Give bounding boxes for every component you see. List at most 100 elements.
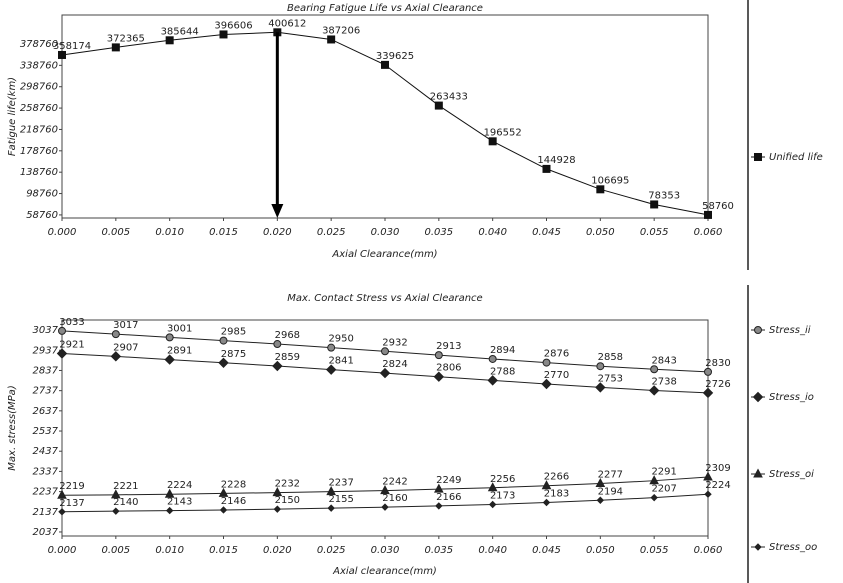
y-tick-label: 2637 [33,406,59,417]
data-label: 196552 [484,127,522,138]
data-label: 2968 [275,330,300,341]
data-point [326,486,337,496]
data-point [57,489,67,499]
y-tick-label: 3037 [33,325,59,336]
data-label: 2160 [382,493,407,504]
data-point [595,477,606,488]
data-point [273,340,282,349]
data-label: 106695 [591,175,629,186]
legend-marker [752,391,764,403]
x-tick-label: 0.050 [586,545,615,556]
data-label: 2753 [598,373,623,384]
data-label: 2143 [167,497,192,508]
x-tick-label: 0.000 [48,227,77,238]
data-point [381,60,389,69]
data-label: 339625 [376,51,414,62]
x-tick-label: 0.020 [263,545,292,556]
x-tick-label: 0.055 [640,227,669,238]
legend-marker [753,468,763,478]
data-point [702,387,714,399]
data-point [111,330,120,339]
x-tick-label: 0.045 [532,545,561,556]
data-point [58,50,66,59]
legend-label: Stress_io [769,392,814,403]
data-point [110,489,121,499]
x-tick-label: 0.025 [317,545,346,556]
data-label: 396606 [214,20,252,31]
data-point [58,326,66,335]
data-point [381,503,389,511]
data-label: 3033 [59,317,84,328]
legend-marker [754,543,762,551]
data-point [111,43,120,52]
data-point [487,482,498,492]
data-point [648,385,660,396]
data-point [272,487,283,497]
data-label: 2266 [544,472,569,483]
y-tick-label: 298760 [20,82,58,93]
data-point [56,348,68,359]
legend-label: Stress_oi [769,469,814,480]
data-label: 2150 [275,495,300,506]
data-point [325,364,337,375]
data-label: 2788 [490,366,515,377]
x-tick-label: 0.015 [209,545,238,556]
data-label: 372365 [107,33,145,44]
y-tick-label: 58760 [26,210,58,221]
x-tick-label: 0.060 [694,227,723,238]
data-point [327,343,336,352]
data-label: 2221 [113,481,138,492]
x-tick-label: 0.020 [263,227,292,238]
data-label: 387206 [322,25,360,36]
x-tick-label: 0.045 [532,227,561,238]
data-label: 2242 [382,477,407,488]
y-tick-label: 178760 [20,146,58,157]
data-label: 2277 [598,470,623,481]
data-label: 2950 [328,334,353,345]
y-tick-label: 2537 [33,426,59,437]
x-tick-label: 0.050 [586,227,615,238]
data-point [327,35,336,44]
data-label: 3017 [113,320,138,331]
data-label: 2824 [382,359,407,370]
data-label: 2726 [705,379,730,390]
data-point [704,490,712,498]
data-point [704,367,712,376]
data-label: 2166 [436,492,461,503]
data-point [542,498,551,507]
data-label: 2876 [544,349,569,360]
data-label: 2137 [59,498,84,509]
x-tick-label: 0.025 [317,227,346,238]
data-label: 2859 [275,352,300,363]
x-tick-label: 0.005 [102,545,131,556]
data-label: 2875 [221,349,246,360]
data-label: 2173 [490,491,515,502]
data-point [327,504,335,512]
data-label: 144928 [537,155,575,166]
data-label: 3001 [167,323,192,334]
y-axis-label: Fatigue life(km) [7,77,18,156]
x-tick-label: 0.015 [209,227,238,238]
y-tick-label: 2837 [33,365,59,376]
y-tick-label: 98760 [26,189,58,200]
plot-frame [61,14,709,219]
data-label: 2207 [651,484,676,495]
data-point [218,357,229,369]
data-label: 2249 [436,475,461,486]
x-tick-label: 0.000 [48,545,77,556]
data-point [650,365,659,374]
data-point [596,185,605,194]
x-tick-label: 0.030 [371,227,400,238]
data-point [379,367,391,379]
data-point [487,375,498,386]
data-point [165,36,174,45]
x-tick-label: 0.055 [640,545,669,556]
data-point [380,485,390,495]
legend-label: Unified life [769,152,823,163]
data-point [112,507,120,515]
data-point [165,506,174,515]
data-label: 2921 [59,340,84,351]
data-point [434,101,443,110]
data-label: 2183 [544,488,569,499]
data-label: 2770 [544,370,569,381]
